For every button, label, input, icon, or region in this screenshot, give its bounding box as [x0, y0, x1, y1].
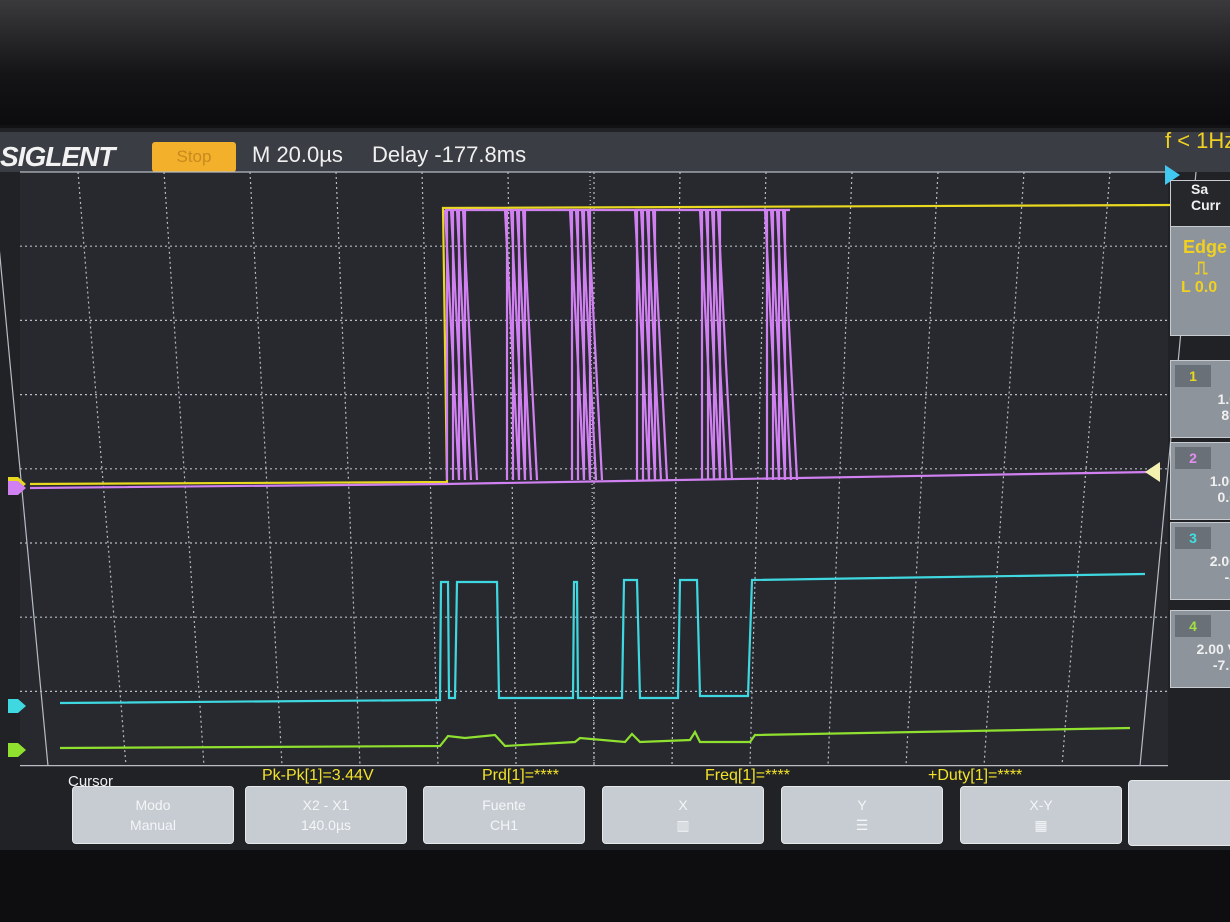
channel-1-panel[interactable]: 1 1.0 80	[1170, 360, 1230, 438]
channel-2-panel[interactable]: 2 1.00 0.0	[1170, 442, 1230, 520]
trigger-level-marker[interactable]	[1145, 462, 1160, 482]
channel-offset: 80	[1221, 407, 1230, 423]
channel-offset: -7.5	[1212, 657, 1230, 673]
brand-logo: SIGLENT	[0, 141, 115, 172]
meas-pkpk: Pk-Pk[1]=3.44V	[262, 767, 374, 784]
x-cursor-icon: ▥	[676, 817, 690, 833]
ch3-trace	[59, 572, 1146, 705]
channel-scale: 1.00	[1209, 473, 1230, 489]
channel-number: 1	[1175, 365, 1211, 387]
softkey-xy[interactable]: X-Y ▦	[960, 786, 1122, 844]
trigger-status: f < 1Hz	[1165, 128, 1230, 153]
ch1-trace	[29, 203, 1176, 486]
ch4-trace	[59, 726, 1131, 750]
grid-vline	[671, 171, 681, 767]
softkey-mode[interactable]: Modo Manual	[72, 786, 234, 844]
grid-vline	[77, 171, 127, 767]
y-cursor-icon: ☰	[855, 817, 869, 833]
meas-duty: +Duty[1]=****	[928, 767, 1023, 784]
ch3-marker[interactable]	[8, 699, 26, 713]
channel-offset: 0.0	[1217, 489, 1230, 505]
softkey-label: X2 - X1	[302, 797, 350, 813]
channel-3-panel[interactable]: 3 2.00 -8	[1170, 522, 1230, 600]
grid-vline	[983, 171, 1025, 767]
ch4-marker[interactable]	[8, 743, 26, 757]
softkey-value: Manual	[130, 817, 176, 833]
channel-offset: -8	[1224, 569, 1230, 585]
menu-title: Cursor	[68, 773, 114, 790]
grid-vline	[827, 171, 853, 767]
channel-number: 4	[1175, 615, 1211, 637]
ch2-trace	[29, 470, 1151, 490]
ch2-marker[interactable]	[8, 481, 26, 495]
softkey-source[interactable]: Fuente CH1	[423, 786, 585, 844]
channel-scale: 1.0	[1217, 391, 1230, 407]
meas-period: Prd[1]=****	[482, 767, 559, 784]
softkey-value: 140.0µs	[300, 817, 352, 833]
grid-vline	[905, 171, 939, 767]
run-stop-indicator[interactable]: Stop	[152, 142, 236, 172]
menu-page-button[interactable]	[1128, 780, 1230, 846]
trigger-panel[interactable]: Edge ⎍ L 0.0	[1170, 226, 1230, 336]
channel-scale: 2.00 V	[1196, 641, 1230, 657]
delay[interactable]: Delay -177.8ms	[372, 142, 527, 167]
softkey-x2-x1[interactable]: X2 - X1 140.0µs	[245, 786, 407, 844]
acq-line: Sa	[1191, 181, 1209, 197]
timebase[interactable]: M 20.0µs	[252, 142, 343, 167]
softkey-value: CH1	[489, 817, 518, 833]
trigger-position-marker[interactable]	[1165, 165, 1180, 185]
softkey-y[interactable]: Y ☰	[781, 786, 943, 844]
softkey-label: X	[678, 797, 688, 813]
acq-line: Curr	[1191, 197, 1221, 213]
softkey-label: X-Y	[1029, 797, 1053, 813]
softkey-label: Fuente	[482, 797, 526, 813]
rising-edge-icon: ⎍	[1195, 258, 1208, 278]
grid-vline	[421, 171, 439, 767]
softkey-label: Y	[857, 797, 867, 813]
softkey-label: Modo	[135, 797, 171, 813]
bezel-bottom	[0, 850, 1230, 922]
channel-scale: 2.00	[1209, 553, 1230, 569]
xy-cursor-icon: ▦	[1034, 817, 1048, 833]
trigger-level: L 0.0	[1181, 279, 1218, 296]
grid-vline	[249, 171, 283, 767]
trigger-type: Edge	[1183, 237, 1228, 257]
meas-freq: Freq[1]=****	[705, 767, 790, 784]
channel-number: 2	[1175, 447, 1211, 469]
grid-vline	[1061, 171, 1111, 767]
bezel-top	[0, 0, 1230, 125]
grid-vline	[163, 171, 205, 767]
grid-vline	[507, 171, 517, 767]
grid-vline	[749, 171, 767, 767]
softkey-x[interactable]: X ▥	[602, 786, 764, 844]
grid-vline	[335, 171, 361, 767]
channel-number: 3	[1175, 527, 1211, 549]
channel-4-panel[interactable]: 4 2.00 V -7.5	[1170, 610, 1230, 688]
